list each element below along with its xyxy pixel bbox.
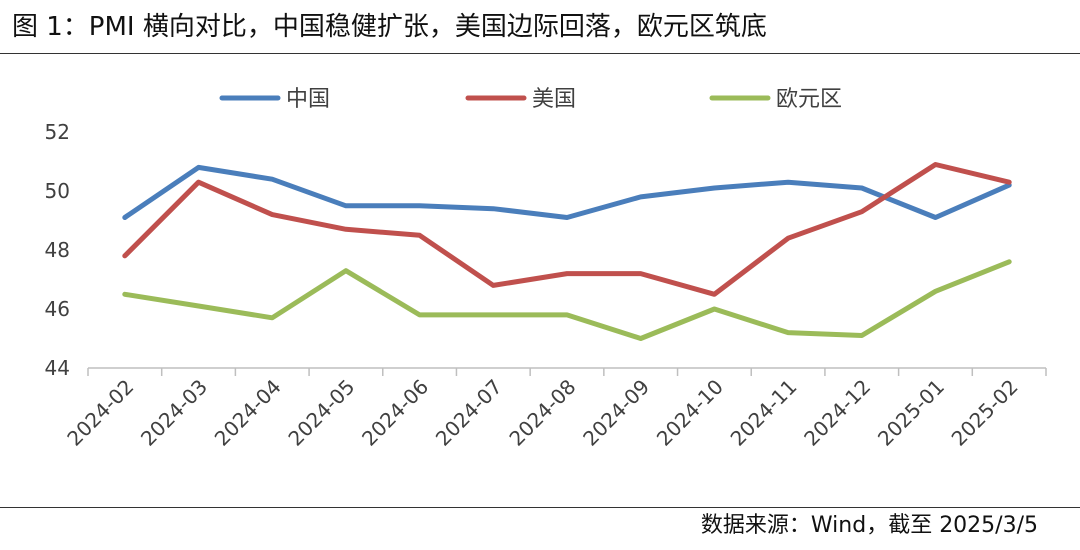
x-tick-label: 2024-06: [357, 375, 433, 451]
y-tick-label: 52: [45, 120, 70, 144]
y-tick-label: 50: [45, 179, 70, 203]
source-note: 数据来源：Wind，截至 2025/3/5: [700, 513, 1038, 538]
x-tick-label: 2024-04: [210, 375, 286, 451]
y-tick-label: 48: [45, 238, 70, 262]
title-bar: 图 1：PMI 横向对比，中国稳健扩张，美国边际回落，欧元区筑底: [0, 0, 1080, 54]
series-line-欧元区: [122, 259, 1012, 341]
x-tick-label: 2024-12: [799, 375, 875, 451]
x-tick-label: 2024-09: [578, 375, 654, 451]
series-line-美国: [122, 162, 1012, 297]
legend-label: 欧元区: [776, 87, 842, 112]
x-tick-label: 2024-08: [504, 375, 580, 451]
legend-label: 美国: [532, 87, 576, 112]
x-tick-label: 2024-10: [652, 375, 728, 451]
y-tick-label: 46: [45, 297, 70, 321]
footer-divider: [0, 507, 1080, 508]
x-tick-label: 2025-02: [947, 375, 1023, 451]
legend: 中国 美国 欧元区: [219, 87, 842, 112]
series-line-中国: [122, 164, 1012, 220]
x-tick-label: 2024-07: [431, 375, 507, 451]
chart-title: 图 1：PMI 横向对比，中国稳健扩张，美国边际回落，欧元区筑底: [12, 12, 767, 42]
x-tick-label: 2024-05: [283, 375, 359, 451]
x-tick-label: 2024-02: [62, 375, 138, 451]
x-tick-label: 2024-11: [726, 375, 802, 451]
x-tick-label: 2024-03: [136, 375, 212, 451]
legend-label: 中国: [286, 87, 330, 112]
series-layer: [122, 162, 1012, 341]
y-tick-label: 44: [45, 356, 70, 380]
x-tick-label: 2025-01: [873, 375, 949, 451]
